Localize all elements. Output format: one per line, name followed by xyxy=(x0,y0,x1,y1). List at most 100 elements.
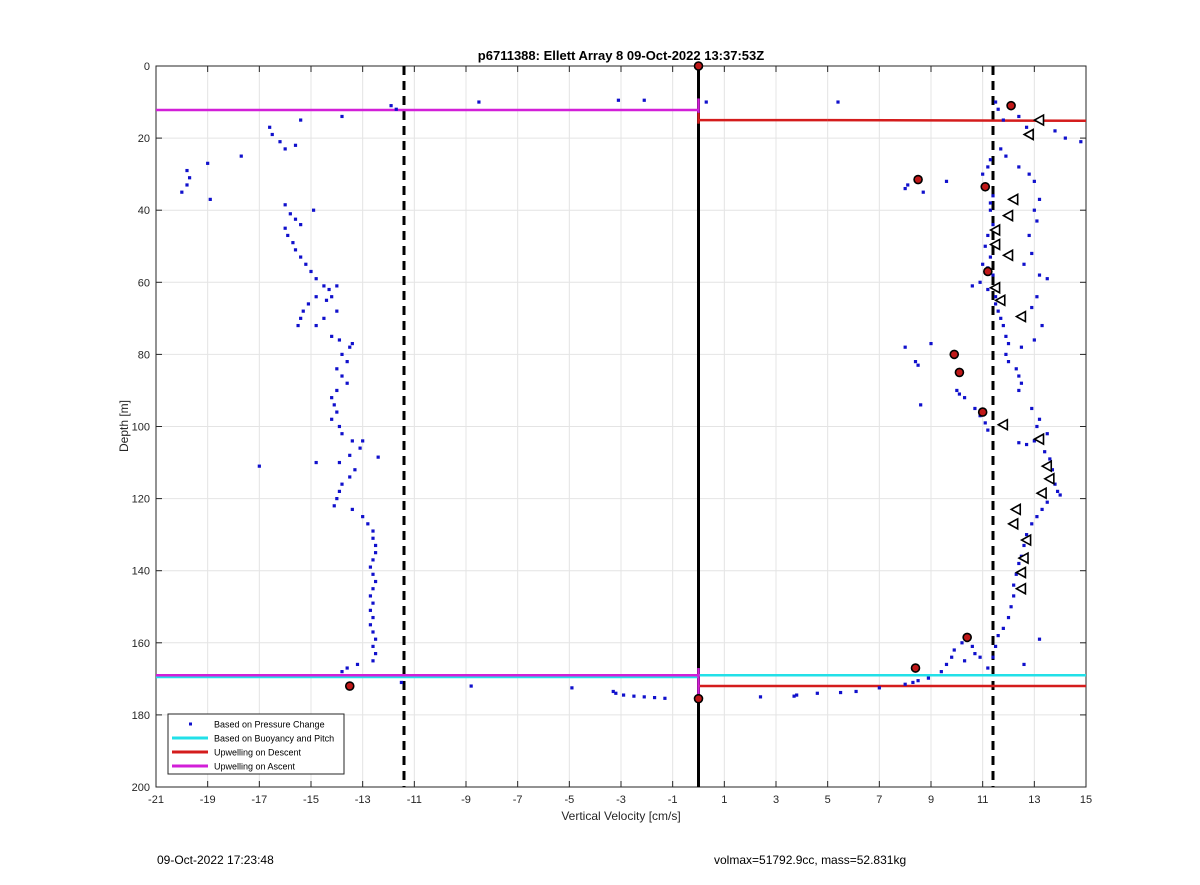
pressure-data-point xyxy=(283,226,287,230)
pressure-data-point xyxy=(1045,432,1049,436)
pressure-data-point xyxy=(311,208,316,212)
x-axis-label: Vertical Velocity [cm/s] xyxy=(561,809,680,823)
pressure-data-point xyxy=(999,147,1003,151)
pressure-data-point xyxy=(957,392,962,396)
y-axis-label: Depth [m] xyxy=(117,400,131,452)
pressure-data-point xyxy=(986,428,990,432)
pressure-data-point xyxy=(373,637,378,641)
pressure-data-point xyxy=(939,670,943,674)
y-tick-label: 20 xyxy=(138,133,150,145)
pressure-data-point xyxy=(1048,457,1052,461)
pressure-data-point xyxy=(368,565,373,569)
pressure-data-point xyxy=(1040,507,1044,512)
pressure-data-point xyxy=(301,309,305,313)
pressure-data-point xyxy=(330,417,334,421)
pressure-data-point xyxy=(1014,367,1018,371)
pressure-data-point xyxy=(1050,468,1055,472)
pressure-data-point xyxy=(988,158,993,162)
pressure-data-point xyxy=(986,233,990,238)
triangle-event-marker xyxy=(1032,432,1045,446)
pressure-data-point xyxy=(1022,262,1026,266)
pressure-data-point xyxy=(371,644,375,649)
x-tick-label: -9 xyxy=(461,794,471,806)
pressure-data-point xyxy=(973,406,977,411)
pressure-data-point xyxy=(1004,154,1008,158)
red-event-marker xyxy=(344,681,355,691)
pressure-data-point xyxy=(368,623,373,627)
red-event-marker xyxy=(693,693,704,704)
pressure-data-point xyxy=(1035,295,1039,299)
pressure-data-point xyxy=(983,421,987,425)
triangle-event-marker xyxy=(1040,459,1053,473)
pressure-data-point xyxy=(916,679,920,683)
pressure-data-point xyxy=(1022,662,1026,667)
pressure-data-point xyxy=(996,309,1000,313)
red-event-marker xyxy=(1006,100,1016,111)
pressure-data-point xyxy=(337,460,342,465)
pressure-data-point xyxy=(361,439,365,443)
pressure-data-point xyxy=(903,345,907,349)
pressure-data-point xyxy=(371,615,375,620)
pressure-data-point xyxy=(1012,583,1016,587)
y-tick-label: 180 xyxy=(132,710,150,722)
triangle-event-marker xyxy=(1007,517,1019,531)
pressure-data-point xyxy=(337,338,342,342)
pressure-data-point xyxy=(621,693,626,697)
pressure-data-point xyxy=(652,695,657,700)
pressure-data-point xyxy=(663,696,667,700)
chart-title: p6711388: Ellett Array 8 09-Oct-2022 13:… xyxy=(478,48,764,63)
series-lines xyxy=(156,98,1087,701)
pressure-data-point xyxy=(358,446,362,450)
pressure-data-point xyxy=(962,659,967,663)
y-tick-label: 120 xyxy=(132,494,150,506)
pressure-data-point xyxy=(988,208,993,212)
pressure-data-point xyxy=(1022,543,1026,548)
x-tick-label: -13 xyxy=(355,794,371,806)
x-tick-label: 5 xyxy=(825,794,831,806)
pressure-data-point xyxy=(293,248,298,252)
pressure-data-point xyxy=(399,680,404,685)
pressure-data-point xyxy=(371,630,375,634)
pressure-data-point xyxy=(1032,439,1036,443)
pressure-data-point xyxy=(353,468,357,472)
pressure-data-point xyxy=(345,360,349,364)
triangle-event-marker xyxy=(988,281,1001,295)
x-tick-label: -17 xyxy=(251,794,267,806)
y-tick-label: 40 xyxy=(138,205,150,217)
y-tick-label: 60 xyxy=(138,277,150,289)
pressure-data-point xyxy=(993,644,998,649)
pressure-data-point xyxy=(1012,594,1016,598)
pressure-data-point xyxy=(1037,417,1042,421)
pressure-data-point xyxy=(986,666,990,670)
pressure-data-point xyxy=(373,652,378,656)
pressure-data-point xyxy=(944,179,949,183)
y-tick-label: 80 xyxy=(138,349,150,361)
red-event-marker xyxy=(954,367,965,378)
pressure-data-point xyxy=(1055,489,1060,493)
triangle-event-marker xyxy=(1001,248,1014,262)
pressure-data-point xyxy=(1030,406,1034,411)
pressure-data-point xyxy=(1063,136,1067,140)
x-tick-label: 7 xyxy=(876,794,882,806)
pressure-data-point xyxy=(1017,114,1021,119)
x-tick-label: 11 xyxy=(977,794,988,806)
pressure-data-point xyxy=(993,302,998,306)
x-tick-label: 13 xyxy=(1028,794,1040,806)
descent-upwelling-line xyxy=(827,118,1087,123)
pressure-data-point xyxy=(1043,450,1047,454)
x-tick-label: -11 xyxy=(407,794,422,806)
triangle-event-marker xyxy=(1007,193,1019,206)
red-event-marker xyxy=(977,407,988,417)
pressure-data-point xyxy=(373,579,378,584)
x-tick-label: -1 xyxy=(668,794,678,806)
pressure-data-point xyxy=(340,432,344,436)
pressure-data-point xyxy=(570,686,574,690)
triangle-event-marker xyxy=(1019,533,1032,547)
triangle-event-marker xyxy=(1014,582,1027,596)
legend: Based on Pressure Change Based on Buoyanc… xyxy=(167,713,345,775)
pressure-data-point xyxy=(345,381,349,385)
pressure-data-point xyxy=(1030,305,1034,310)
pressure-data-point xyxy=(1004,352,1008,356)
triangle-event-marker xyxy=(988,223,1001,237)
pressure-data-point xyxy=(906,183,910,187)
